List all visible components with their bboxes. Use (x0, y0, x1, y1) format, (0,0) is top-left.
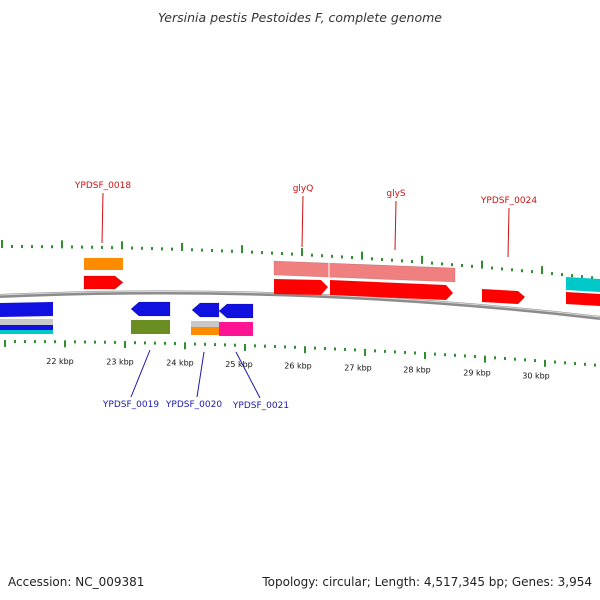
scale-labels: 22 kbp 23 kbp 24 kbp 25 kbp 26 kbp 27 kbp 28 k… (46, 357, 550, 380)
feature-blue-arrow (191, 302, 220, 318)
leader-line (196, 351, 205, 398)
genome-backbone (0, 290, 600, 320)
scale-label: 26 kbp (284, 361, 312, 370)
leader-line (130, 349, 151, 398)
feature-blue (0, 302, 53, 317)
feature-red-arrow (330, 280, 453, 300)
scale-label: 25 kbp (225, 360, 253, 369)
inner-tick-ring (4, 340, 596, 367)
gene-labels: YPDSF_0018 glyQ glyS YPDSF_0024 YPDSF_0019 YP… (74, 181, 537, 411)
scale-label: 29 kbp (463, 368, 491, 377)
map-title: Yersinia pestis Pestoides F, complete ge… (158, 10, 442, 25)
feature-red-arrow (482, 289, 525, 304)
leader-line (101, 192, 104, 244)
leader-line (507, 207, 510, 258)
scale-label: 22 kbp (46, 357, 74, 366)
feature-cyan-thin (0, 330, 53, 334)
gene-label-bottom: YPDSF_0020 (165, 400, 222, 410)
gene-label-bottom: YPDSF_0021 (232, 401, 289, 411)
feature-olive (131, 320, 170, 334)
outer-tick-ring (1, 240, 593, 280)
gene-label-top: glyS (386, 189, 406, 199)
feature-red-arrow (83, 275, 124, 290)
feature-salmon-band (273, 260, 456, 283)
scale-label: 30 kbp (522, 371, 550, 380)
leader-line (301, 195, 304, 248)
leader-line (235, 351, 261, 399)
gene-label-top: YPDSF_0024 (480, 196, 537, 206)
feature-silver (191, 321, 219, 327)
feature-blue-arrow (218, 303, 254, 319)
scale-label: 24 kbp (166, 359, 194, 368)
scale-label: 27 kbp (344, 363, 372, 372)
scale-label: 23 kbp (106, 358, 134, 367)
genome-summary: Topology: circular; Length: 4,517,345 bp… (261, 575, 592, 589)
feature-silver (0, 319, 53, 325)
feature-orange (191, 327, 219, 335)
feature-red-arrow (274, 279, 328, 295)
scale-label: 28 kbp (403, 366, 431, 375)
feature-orange (84, 258, 123, 270)
feature-cyan (566, 277, 600, 292)
accession-text: Accession: NC_009381 (8, 575, 144, 589)
gene-label-bottom: YPDSF_0019 (102, 400, 159, 410)
feature-red (566, 292, 600, 306)
gene-label-top: glyQ (293, 184, 314, 194)
leader-line (394, 200, 397, 251)
feature-tracks (0, 258, 600, 336)
feature-blue-thin (0, 325, 53, 330)
feature-pink (219, 322, 253, 336)
feature-blue-arrow (130, 301, 171, 317)
gene-label-top: YPDSF_0018 (74, 181, 131, 191)
